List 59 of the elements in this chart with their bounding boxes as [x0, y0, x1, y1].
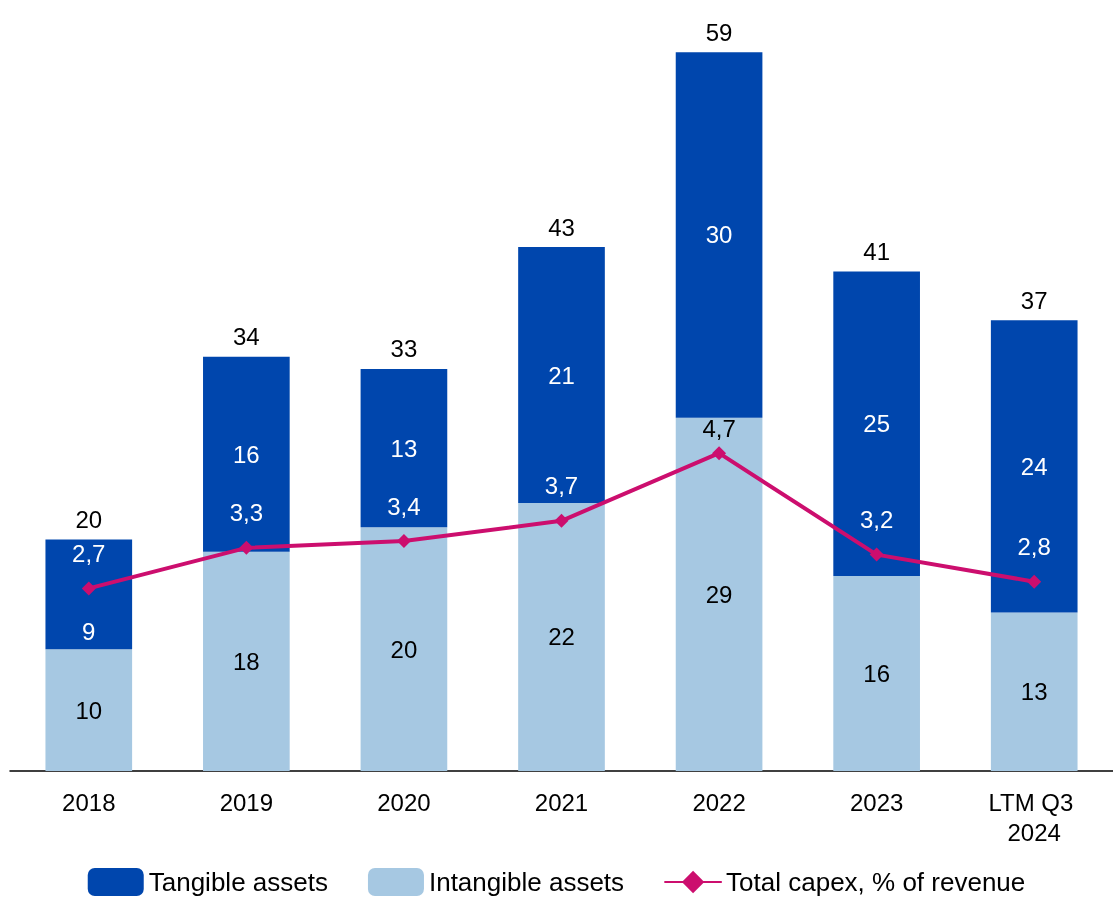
- data-label: 16: [233, 440, 260, 468]
- total-label: 41: [863, 237, 890, 265]
- x-tick-label: 2021: [534, 788, 589, 816]
- bar: [518, 502, 605, 771]
- bar: [833, 576, 920, 771]
- data-label: 2,8: [1017, 533, 1051, 561]
- data-label: 3,3: [229, 499, 264, 527]
- data-label: 21: [548, 361, 575, 389]
- bar: [203, 551, 290, 771]
- x-tick-label: 2018: [62, 788, 116, 816]
- legend-label: Intangible assets: [428, 867, 625, 897]
- data-label: 2,7: [72, 539, 106, 567]
- bar: [675, 52, 763, 418]
- total-label: 59: [705, 18, 733, 46]
- legend-label: Total capex, % of revenue: [726, 867, 1026, 897]
- point: [1027, 574, 1042, 589]
- bar: [833, 271, 920, 577]
- bar: [675, 417, 763, 771]
- data-label: 30: [705, 221, 733, 249]
- bar: [990, 320, 1078, 613]
- point: [869, 547, 884, 562]
- data-label: 25: [863, 410, 890, 438]
- bar: [990, 612, 1078, 771]
- data-label: 13: [390, 434, 418, 462]
- data-label: 18: [233, 647, 260, 675]
- data-label: 9: [82, 617, 96, 645]
- bar: [45, 649, 133, 771]
- bar: [203, 356, 290, 552]
- legend-label: Tangible assets: [148, 867, 328, 897]
- x-tick-label: 2022: [692, 788, 746, 816]
- data-label: 20: [390, 635, 418, 663]
- bar: [360, 368, 448, 528]
- bar: [518, 247, 605, 503]
- point: [712, 446, 727, 461]
- data-label: 13: [1020, 678, 1048, 706]
- total-label: 37: [1020, 286, 1048, 314]
- point: [81, 581, 96, 596]
- data-label: 16: [863, 660, 890, 688]
- point: [554, 513, 569, 528]
- data-label: 22: [548, 623, 575, 651]
- data-label: 3,7: [544, 472, 579, 500]
- bar: [360, 527, 448, 771]
- x-tick-label: 2023: [849, 788, 904, 816]
- x-tick-label: 2019: [219, 788, 274, 816]
- data-label: 24: [1020, 452, 1048, 480]
- total-label: 33: [390, 335, 418, 363]
- x-tick-label: 2020: [377, 788, 431, 816]
- data-label: 29: [705, 580, 733, 608]
- data-label: 4,7: [702, 414, 736, 442]
- total-label: 43: [548, 213, 575, 241]
- point: [396, 534, 411, 549]
- data-label: 3,4: [387, 492, 421, 520]
- bar: [45, 539, 133, 650]
- x-tick-label: LTM Q3 2024: [988, 788, 1080, 846]
- data-label: 10: [75, 696, 103, 724]
- point: [239, 540, 254, 555]
- total-label: 20: [75, 506, 103, 534]
- data-label: 3,2: [859, 506, 894, 534]
- total-label: 34: [233, 323, 260, 351]
